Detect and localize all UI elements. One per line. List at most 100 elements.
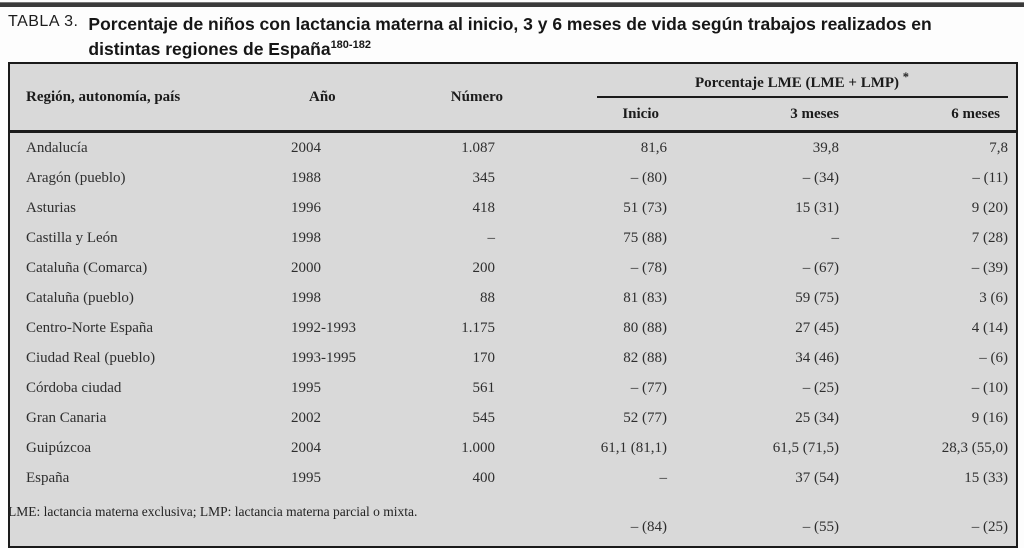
table-title: TABLA 3. Porcentaje de niños con lactanc… [8, 12, 1018, 63]
3-meses-value-cell: – (34) [802, 169, 839, 186]
table-row: Córdoba ciudad 1995 561 – (77) – (25) – … [9, 373, 1017, 403]
number-cell [421, 493, 509, 547]
table-row: Castilla y León 1998 – 75 (88) – 7 (28) [9, 223, 1017, 253]
6-meses-value-cell: 9 (20) [971, 199, 1008, 216]
column-header-year: Año [281, 63, 421, 133]
3-meses-value-cell: – (25) [802, 379, 839, 396]
number-cell: 1.175 [461, 319, 495, 336]
3-meses-value-cell: 27 (45) [795, 319, 839, 336]
year-cell: 1992-1993 [291, 319, 356, 336]
number-cell: 200 [472, 259, 496, 276]
number-cell: 345 [472, 169, 496, 186]
inicio-value-cell: – (77) [630, 379, 667, 396]
6-meses-value-cell: – (10) [971, 379, 1008, 396]
inicio-value-cell: 81,6 [640, 139, 667, 156]
3-meses-value-cell: – [831, 229, 840, 246]
number-cell: 561 [472, 379, 496, 396]
table-row: Cataluña (Comarca) 2000 200 – (78) – (67… [9, 253, 1017, 283]
year-cell: 1998 [291, 289, 321, 306]
column-group-header-percentage: Porcentaje LME (LME + LMP) * [509, 63, 1017, 98]
number-cell: 1.000 [461, 439, 495, 456]
inicio-value-cell: 51 (73) [623, 199, 667, 216]
inicio-value-cell: – (80) [630, 169, 667, 186]
6-meses-value-cell: 15 (33) [964, 469, 1008, 486]
year-cell: 1993-1995 [291, 349, 356, 366]
column-header-region: Región, autonomía, país [9, 63, 281, 133]
number-cell: 400 [472, 469, 496, 486]
table-row: Cataluña (pueblo) 1998 88 81 (83) 59 (75… [9, 283, 1017, 313]
table-title-label: TABLA 3. [8, 13, 79, 30]
table-row: Andalucía 2004 1.087 81,6 39,8 7,8 [9, 132, 1017, 164]
6-meses-value-cell: – (11) [972, 169, 1008, 186]
number-cell: 545 [472, 409, 496, 426]
number-cell: – [487, 229, 496, 246]
year-cell: 2002 [291, 409, 321, 426]
table-title-reference-superscript: 180-182 [330, 39, 371, 52]
year-cell: 1996 [291, 199, 321, 216]
table-title-text: Porcentaje de niños con lactancia matern… [88, 12, 993, 63]
3-meses-value-cell: 61,5 (71,5) [772, 439, 839, 456]
inicio-value-cell: 80 (88) [623, 319, 667, 336]
6-meses-value-cell: 9 (16) [971, 409, 1008, 426]
table-row: Guipúzcoa 2004 1.000 61,1 (81,1) 61,5 (7… [9, 433, 1017, 463]
inicio-value-cell: – (78) [630, 259, 667, 276]
6-meses-value-cell: – (6) [979, 349, 1008, 366]
3-meses-value-cell: 34 (46) [795, 349, 839, 366]
3-meses-value-cell: 15 (31) [795, 199, 839, 216]
3-meses-value-cell: 39,8 [812, 139, 839, 156]
3-meses-value-cell: – (55) [802, 519, 839, 535]
table-title-main: Porcentaje de niños con lactancia matern… [88, 14, 932, 60]
region-cell: Córdoba ciudad [26, 379, 122, 396]
column-header-6-meses: 6 meses [853, 98, 1017, 133]
6-meses-value-cell: – (25) [971, 519, 1008, 535]
6-meses-value-cell: 7 (28) [971, 229, 1008, 246]
header-row-group: Región, autonomía, país Año Número Porce… [9, 63, 1017, 133]
number-cell: 88 [480, 289, 495, 306]
year-cell: 2000 [291, 259, 321, 276]
3-meses-value-cell: 25 (34) [795, 409, 839, 426]
3-meses-value-cell: – (67) [802, 259, 839, 276]
table-row: España 1995 400 – 37 (54) 15 (33) [9, 463, 1017, 493]
region-cell: Guipúzcoa [26, 439, 91, 456]
group-header-label: Porcentaje LME (LME + LMP) [694, 75, 900, 91]
3-meses-value-cell: 37 (54) [795, 469, 839, 486]
group-header-asterisk: * [902, 70, 910, 84]
column-header-3-meses: 3 meses [681, 98, 853, 133]
region-cell: Ciudad Real (pueblo) [26, 349, 156, 366]
data-table: Región, autonomía, país Año Número Porce… [8, 62, 1018, 548]
table-header: Región, autonomía, país Año Número Porce… [9, 63, 1017, 133]
region-cell: España [26, 469, 70, 486]
inicio-value-cell: 61,1 (81,1) [600, 439, 667, 456]
region-cell: Cataluña (Comarca) [26, 259, 148, 276]
6-meses-value-cell: 3 (6) [979, 289, 1008, 306]
top-horizontal-rule [0, 2, 1024, 7]
3-meses-value-cell: 59 (75) [795, 289, 839, 306]
year-cell: 1998 [291, 229, 321, 246]
inicio-value-cell: 81 (83) [623, 289, 667, 306]
inicio-value-cell: – (84) [630, 519, 667, 535]
region-cell: Centro-Norte España [26, 319, 154, 336]
column-header-number: Número [421, 63, 509, 133]
6-meses-value-cell: 7,8 [989, 139, 1008, 156]
6-meses-value-cell: 4 (14) [971, 319, 1008, 336]
number-cell: 170 [472, 349, 496, 366]
6-meses-value-cell: 28,3 (55,0) [941, 439, 1008, 456]
number-cell: 418 [472, 199, 496, 216]
inicio-value-cell: – [659, 469, 668, 486]
region-cell [9, 493, 281, 547]
region-cell: Asturias [26, 199, 76, 216]
year-cell: 2004 [291, 439, 321, 456]
table-row: Gran Canaria 2002 545 52 (77) 25 (34) 9 … [9, 403, 1017, 433]
header-row-subcolumns: Inicio 3 meses 6 meses [9, 98, 1017, 133]
inicio-value-cell: 75 (88) [623, 229, 667, 246]
column-header-inicio: Inicio [509, 98, 681, 133]
number-cell: 1.087 [461, 139, 495, 156]
year-cell: 1988 [291, 169, 321, 186]
region-cell: Cataluña (pueblo) [26, 289, 134, 306]
table-row: Asturias 1996 418 51 (73) 15 (31) 9 (20) [9, 193, 1017, 223]
year-cell [281, 493, 421, 547]
year-cell: 2004 [291, 139, 321, 156]
region-cell: Castilla y León [26, 229, 118, 246]
region-cell: Andalucía [26, 139, 88, 156]
